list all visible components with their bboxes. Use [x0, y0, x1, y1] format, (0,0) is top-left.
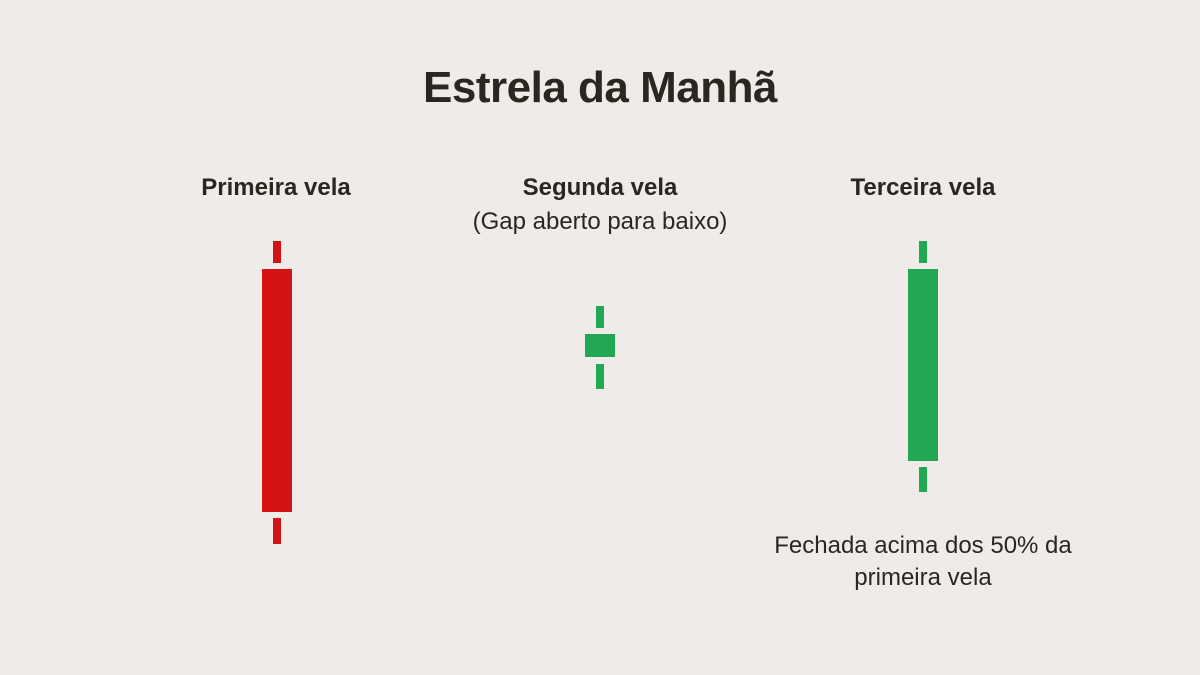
- second-candle-upper-wick: [596, 306, 604, 328]
- third-candle-body: [908, 269, 938, 461]
- page-title: Estrela da Manhã: [423, 63, 777, 112]
- third-candle-upper-wick: [919, 241, 927, 263]
- second-candle-body: [585, 334, 615, 357]
- first-candle-body: [262, 269, 292, 512]
- second-candle-sublabel: (Gap aberto para baixo): [472, 208, 728, 235]
- third-candle-lower-wick: [919, 467, 927, 492]
- first-candle-upper-wick: [273, 241, 281, 263]
- third-candle-label: Terceira vela: [850, 174, 996, 201]
- first-candle-lower-wick: [273, 518, 281, 544]
- third-candle-note: Fechada acima dos 50% da primeira vela: [774, 532, 1072, 591]
- first-candle-label: Primeira vela: [201, 174, 351, 201]
- second-candle-lower-wick: [596, 364, 604, 389]
- second-candle-label: Segunda vela: [522, 174, 678, 201]
